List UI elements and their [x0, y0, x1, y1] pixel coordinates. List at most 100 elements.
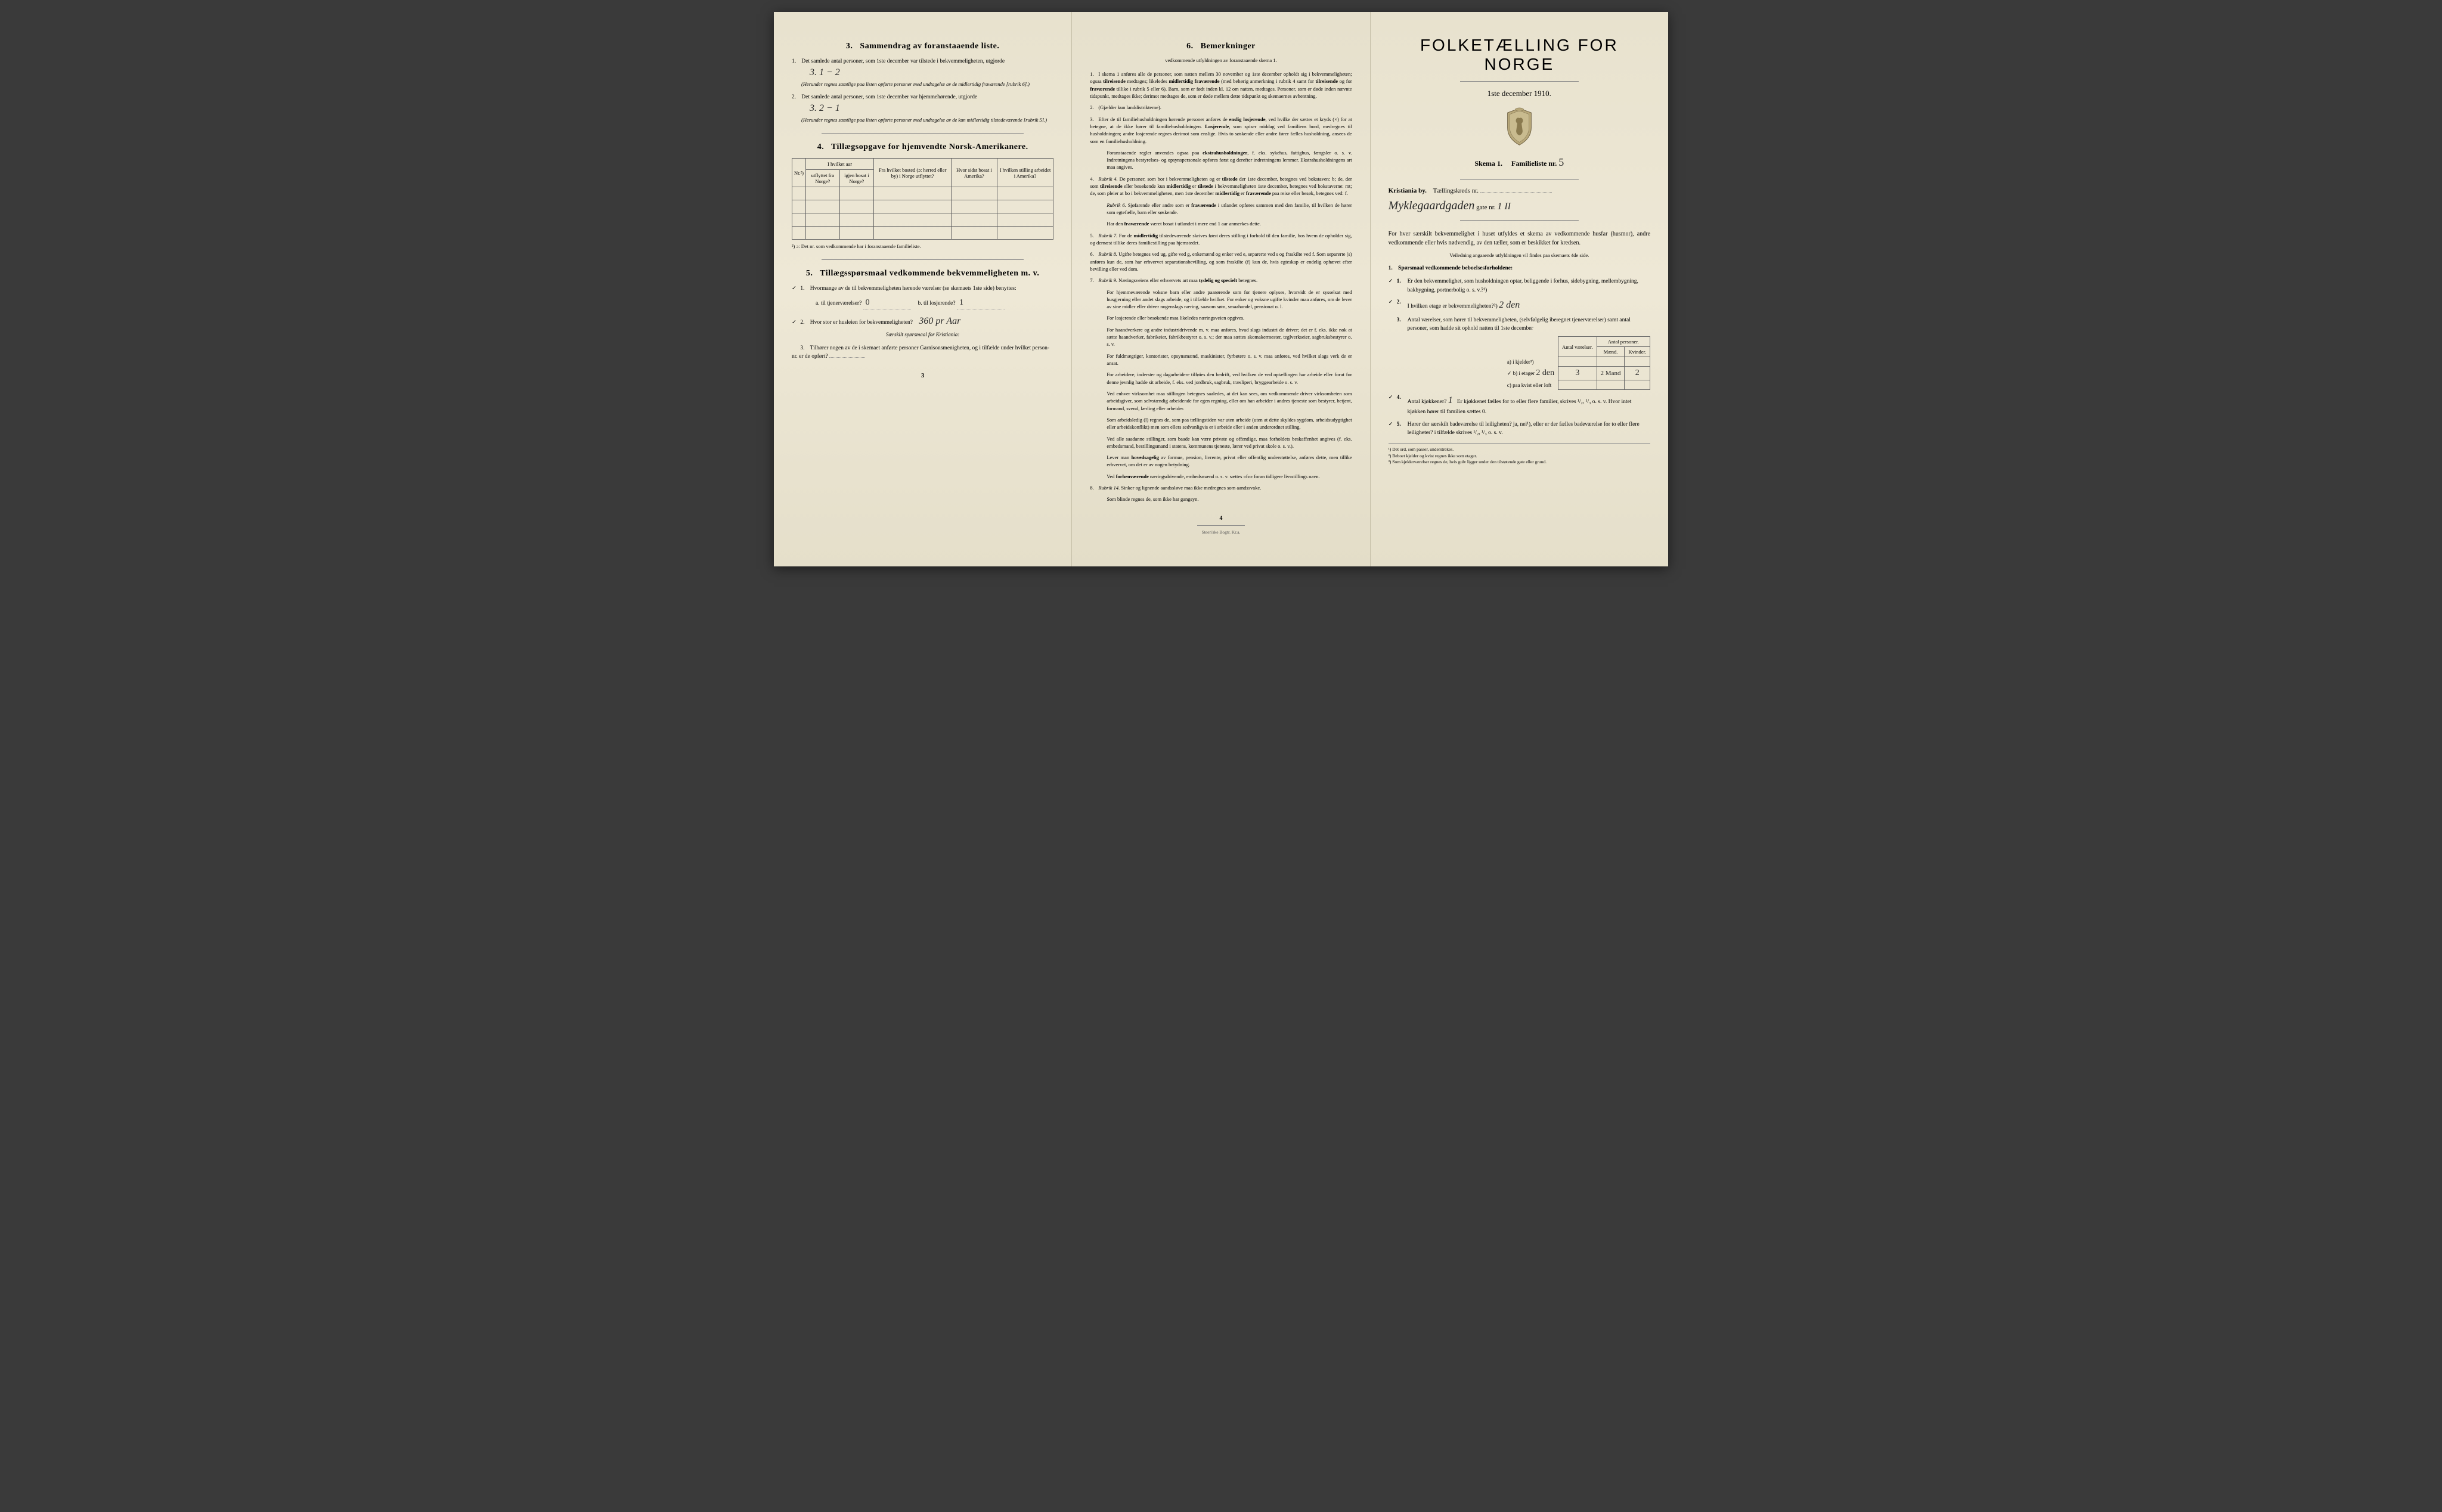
instruction-extra: Foranstaaende regler anvendes ogsaa paa … [1107, 149, 1352, 171]
check-mark: ✓ [1507, 370, 1512, 376]
page-left: 3. Sammendrag av foranstaaende liste. 1.… [774, 12, 1072, 566]
s3-item1-handwritten: 3. 1 − 2 [810, 67, 840, 78]
check-mark: ✓ [1389, 394, 1397, 416]
q3: 3. Antal værelser, som hører til bekvemm… [1389, 316, 1650, 333]
s5-q1: ✓ 1. Hvormange av de til bekvemmelighete… [792, 284, 1053, 309]
q2-hw: 2 den [1499, 300, 1520, 310]
s3-item-2: 2. Det samlede antal personer, som 1ste … [792, 93, 1053, 124]
instruction-para: Lever man hovedsagelig av formue, pensio… [1107, 454, 1352, 469]
divider [822, 133, 1024, 134]
skema-line: Skema 1. Familieliste nr. 5 [1389, 156, 1650, 169]
section-4-num: 4. [817, 142, 825, 151]
row-a-label: a) i kjelder³) [1504, 357, 1558, 367]
street-handwritten: Myklegaardgaden [1389, 199, 1475, 212]
check-mark: ✓ [792, 318, 799, 327]
section-6-num: 6. [1186, 42, 1194, 51]
main-title: FOLKETÆLLING FOR NORGE [1389, 36, 1650, 74]
s5-q1b-hw: 1 [957, 296, 1005, 309]
city-label: Kristiania by. [1389, 187, 1427, 194]
instruction-item: 5.Rubrik 7. For de midlertidig tilstedev… [1090, 232, 1352, 247]
section-4-text: Tillægsopgave for hjemvendte Norsk-Ameri… [831, 142, 1028, 151]
col-nr: Nr.²) [792, 159, 806, 187]
instruction-para: Ved forhenværende næringsdrivende, embed… [1107, 473, 1352, 480]
page-number: 4 [1090, 515, 1352, 522]
row-b-rooms: 3 [1558, 367, 1597, 380]
s5-q2-text: Hvor stor er husleien for bekvemmelighet… [810, 320, 913, 326]
footnote-2: ²) Beboet kjelder og kvist regnes ikke s… [1389, 453, 1650, 460]
section-6-text: Bemerkninger [1201, 42, 1256, 51]
s5-q1b: b. til losjerende? [918, 300, 956, 306]
check-mark: ✓ [792, 284, 799, 293]
coat-of-arms [1389, 107, 1650, 149]
emigrant-table: Nr.²) I hvilket aar Fra hvilket bosted (… [792, 158, 1053, 240]
section-3-text: Sammendrag av foranstaaende liste. [860, 42, 999, 51]
page-right: FOLKETÆLLING FOR NORGE 1ste december 191… [1371, 12, 1668, 566]
s5-q2-hw: 360 pr Aar [919, 316, 960, 326]
instruction-para: For fuldmægtiger, kontorister, opsynsmæn… [1107, 352, 1352, 367]
th-rooms: Antal værelser. [1558, 337, 1597, 357]
kreds-label: Tællingskreds nr. [1433, 187, 1479, 194]
section-5-title: 5. Tillægsspørsmaal vedkommende bekvemme… [792, 269, 1053, 278]
instruction-para: For arbeidere, inderster og dagarbeidere… [1107, 371, 1352, 386]
famlist-label: Familieliste nr. [1511, 159, 1557, 168]
check-mark: ✓ [1389, 298, 1397, 312]
instruction-item: 1.I skema 1 anføres alle de personer, so… [1090, 70, 1352, 100]
th-women: Kvinder. [1625, 347, 1650, 357]
street-label: gate nr. [1476, 204, 1495, 211]
q4-text: Antal kjøkkener? [1408, 399, 1447, 405]
col-occupation: I hvilken stilling arbeidet i Amerika? [997, 159, 1053, 187]
q-title: 1. Spørsmaal vedkommende beboelsesforhol… [1389, 264, 1650, 272]
section-6-subtitle: vedkommende utfyldningen av foranstaaend… [1090, 57, 1352, 63]
instruction-item: 7.Rubrik 9. Næringsveiens eller erhverve… [1090, 277, 1352, 284]
s3-item1-note: (Herunder regnes samtlige paa listen opf… [801, 81, 1053, 88]
footnote-1: ¹) Det ord, som passer, understrekes. [1389, 447, 1650, 453]
row-b-label: b) i etager [1513, 370, 1535, 376]
q4-hw: 1 [1448, 395, 1453, 405]
s3-item2-text: Det samlede antal personer, som 1ste dec… [801, 94, 977, 100]
check-mark: ✓ [1389, 277, 1397, 295]
s3-item1-text: Det samlede antal personer, som 1ste dec… [801, 58, 1005, 64]
s3-item-1: 1. Det samlede antal personer, som 1ste … [792, 57, 1053, 88]
row-b-etage: 2 den [1536, 368, 1554, 377]
q2: ✓ 2. I hvilken etage er bekvemmeligheten… [1389, 298, 1650, 312]
s3-item2-handwritten: 3. 2 − 1 [810, 103, 840, 113]
row-b-men: 2 Mand [1597, 367, 1625, 380]
instruction-para: For hjemmeværende voksne barn eller andr… [1107, 289, 1352, 311]
instruction-para: Ved enhver virksomhet maa stillingen bet… [1107, 390, 1352, 412]
page-middle: 6. Bemerkninger vedkommende utfyldningen… [1072, 12, 1370, 566]
intro-sub: Veiledning angaaende utfyldningen vil fi… [1389, 252, 1650, 258]
row-b-women: 2 [1625, 367, 1650, 380]
col-from: Fra hvilket bosted (ɔ: herred eller by) … [874, 159, 952, 187]
section-5-text: Tillægsspørsmaal vedkommende bekvemmelig… [820, 269, 1039, 278]
section-4-title: 4. Tillægsopgave for hjemvendte Norsk-Am… [792, 142, 1053, 152]
instruction-item: 8.Rubrik 14. Sinker og lignende aandsslø… [1090, 484, 1352, 491]
footnote-3: ³) Som kjelderværelser regnes de, hvis g… [1389, 459, 1650, 466]
census-document: 3. Sammendrag av foranstaaende liste. 1.… [774, 12, 1668, 566]
main-subtitle: 1ste december 1910. [1389, 89, 1650, 98]
q2-text: I hvilken etage er bekvemmeligheten?²) [1408, 303, 1498, 309]
s3-item2-note: (Herunder regnes samtlige paa listen opf… [801, 117, 1053, 124]
city-line: Kristiania by. Tællingskreds nr. [1389, 187, 1650, 194]
instruction-extra: Har den fraværende været bosat i utlande… [1107, 220, 1352, 227]
instruction-item: 4.Rubrik 4. De personer, som bor i bekve… [1090, 175, 1352, 197]
instruction-para: For haandverkere og andre industridriven… [1107, 326, 1352, 348]
street-line: Myklegaardgaden gate nr. 1 II [1389, 199, 1650, 213]
instruction-para: For losjerende eller besøkende maa likel… [1107, 314, 1352, 321]
kreds-fill [1480, 192, 1552, 193]
s5-q1-text: Hvormange av de til bekvemmeligheten hør… [810, 286, 1017, 292]
printer-note: Steen'ske Bogtr. Kr.a. [1090, 529, 1352, 535]
street-num: 1 II [1497, 202, 1511, 212]
instruction-item: 6.Rubrik 8. Ugifte betegnes ved ug, gift… [1090, 250, 1352, 272]
col-year: I hvilket aar [806, 159, 874, 170]
section-5-num: 5. [806, 269, 813, 278]
subcol-returned: igjen bosat i Norge? [839, 170, 874, 187]
s4-footnote: ²) ɔ: Det nr. som vedkommende har i fora… [792, 243, 1053, 250]
s5-q1a-hw: 0 [863, 296, 911, 309]
skema-label: Skema 1. [1474, 159, 1502, 168]
instruction-para: Som arbeidsledig (l) regnes de, som paa … [1107, 416, 1352, 431]
row-c-label: c) paa kvist eller loft [1504, 380, 1558, 390]
q5: ✓ 5. Hører der særskilt badeværelse til … [1389, 420, 1650, 438]
section-3-num: 3. [846, 42, 853, 51]
footnotes: ¹) Det ord, som passer, understrekes. ²)… [1389, 443, 1650, 466]
instruction-item: 2.(Gjælder kun landdistrikterne). [1090, 104, 1352, 111]
